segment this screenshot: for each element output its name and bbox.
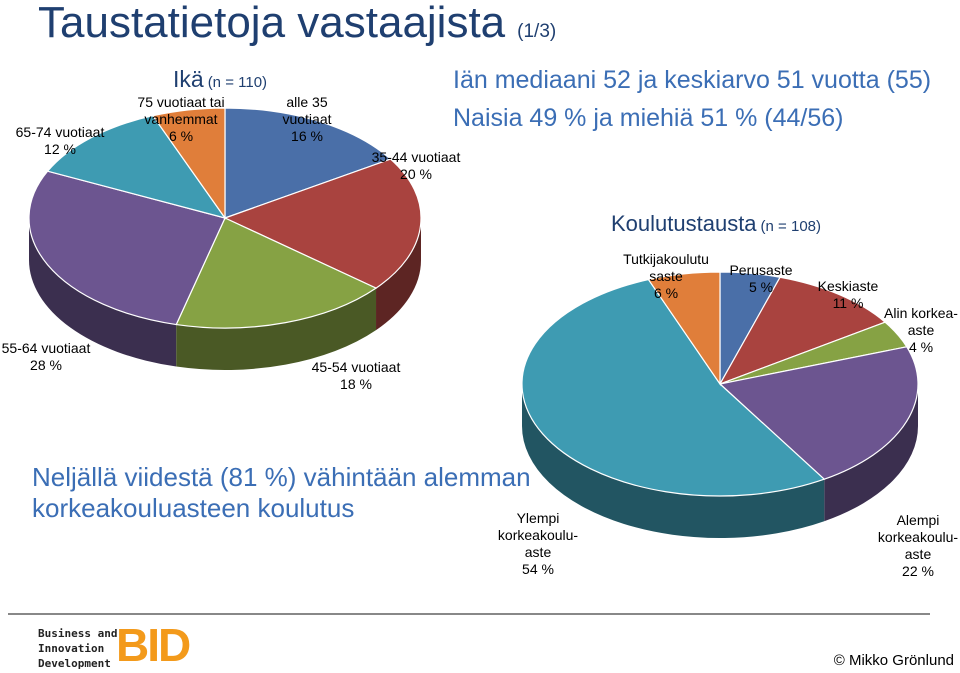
edu-label-ylempi-line2: korkeakoulu- bbox=[497, 527, 579, 543]
edu-label-alempi-line3: aste bbox=[904, 546, 932, 562]
copyright: © Mikko Grönlund bbox=[833, 652, 954, 669]
median-text: Iän mediaani 52 ja keskiarvo 51 vuotta (… bbox=[453, 66, 932, 94]
education-chart-n: (n = 108) bbox=[760, 218, 822, 235]
age-chart-title-text: Ikä bbox=[173, 66, 204, 92]
edu-label-alempi-line1: Alempi bbox=[896, 512, 940, 528]
edu-slice-4 bbox=[521, 278, 826, 497]
age-slice-2-side bbox=[176, 288, 377, 370]
edu-label-alempi-line2: korkeakoulu- bbox=[877, 529, 959, 545]
edu-label-perusaste: Perusaste 5 % bbox=[716, 262, 806, 296]
age-slice-1-side bbox=[376, 218, 421, 331]
bid-logo-mark: BID bbox=[116, 619, 191, 671]
age-label-35-44-line1: 35-44 vuotiaat bbox=[371, 149, 461, 165]
age-label-75-plus-line1: 75 vuotiaat tai bbox=[137, 94, 225, 110]
education-chart-title-text: Koulutustausta bbox=[611, 211, 757, 236]
age-label-65-74-value: 12 % bbox=[44, 141, 76, 157]
age-label-45-54-value: 18 % bbox=[340, 376, 372, 392]
age-slice-5 bbox=[151, 107, 226, 220]
age-label-55-64-value: 28 % bbox=[30, 357, 62, 373]
age-label-75-plus-line2: vanhemmat bbox=[144, 111, 218, 127]
age-label-45-54: 45-54 vuotiaat 18 % bbox=[296, 359, 416, 393]
age-pie bbox=[28, 107, 422, 370]
summary-line1: Neljällä viidestä (81 %) vähintään alemm… bbox=[32, 462, 531, 492]
edu-label-perusaste-line1: Perusaste bbox=[729, 262, 793, 278]
edu-label-alin-line2: aste bbox=[907, 322, 935, 338]
age-slice-2 bbox=[175, 217, 378, 329]
edu-label-tutkija: Tutkijakoulutu saste 6 % bbox=[614, 251, 718, 302]
bid-logo-text: Business and Innovation Development bbox=[38, 626, 117, 671]
age-label-45-54-line1: 45-54 vuotiaat bbox=[311, 359, 401, 375]
edu-label-perusaste-value: 5 % bbox=[748, 279, 774, 295]
edu-slice-4-side bbox=[522, 384, 825, 538]
page-title: Taustatietoja vastaajista (1/3) bbox=[38, 0, 556, 48]
page-title-text: Taustatietoja vastaajista bbox=[38, 0, 506, 47]
education-chart-title: Koulutustausta (n = 108) bbox=[611, 211, 821, 237]
edu-slice-3 bbox=[718, 346, 919, 480]
logo-line3: Development bbox=[38, 657, 111, 670]
edu-label-tutkija-value: 6 % bbox=[653, 285, 679, 301]
edu-label-ylempi-line1: Ylempi bbox=[516, 510, 560, 526]
footer-divider bbox=[8, 613, 930, 615]
age-chart-n: (n = 110) bbox=[207, 74, 268, 91]
logo-line1: Business and bbox=[38, 627, 118, 640]
age-label-35-44: 35-44 vuotiaat 20 % bbox=[356, 149, 476, 183]
education-pie bbox=[521, 271, 919, 538]
edu-label-tutkija-line1: Tutkijakoulutu bbox=[623, 251, 709, 267]
edu-label-ylempi-line3: aste bbox=[524, 544, 552, 560]
age-slice-1 bbox=[223, 158, 422, 289]
edu-label-keskiaste-value: 11 % bbox=[832, 295, 864, 311]
age-label-35-44-value: 20 % bbox=[400, 166, 432, 182]
edu-label-keskiaste-line1: Keskiaste bbox=[817, 278, 879, 294]
edu-label-ylempi: Ylempi korkeakoulu- aste 54 % bbox=[486, 510, 590, 578]
edu-label-tutkija-line2: saste bbox=[649, 268, 683, 284]
edu-label-ylempi-value: 54 % bbox=[522, 561, 554, 577]
edu-label-alin-line1: Alin korkea- bbox=[884, 305, 958, 321]
age-label-75-plus-value: 6 % bbox=[168, 128, 194, 144]
age-label-65-74: 65-74 vuotiaat 12 % bbox=[5, 124, 115, 158]
age-label-under-35-line1: alle 35 bbox=[286, 94, 328, 110]
edu-label-alin-korkea-aste: Alin korkea- aste 4 % bbox=[876, 305, 960, 356]
age-label-75-plus: 75 vuotiaat tai vanhemmat 6 % bbox=[121, 94, 241, 145]
age-label-under-35-line2: vuotiaat bbox=[282, 111, 332, 127]
edu-slice-1 bbox=[718, 276, 887, 386]
age-slice-3 bbox=[28, 170, 226, 326]
age-label-55-64-line1: 55-64 vuotiaat bbox=[1, 340, 91, 356]
age-label-under-35: alle 35 vuotiaat 16 % bbox=[262, 94, 352, 145]
summary-line2: korkeakouluasteen koulutus bbox=[32, 493, 355, 523]
age-slice-3-side bbox=[29, 218, 177, 367]
page-title-suffix: (1/3) bbox=[517, 21, 557, 42]
age-chart-title: Ikä (n = 110) bbox=[173, 66, 267, 93]
age-slice-4 bbox=[46, 115, 227, 220]
age-slice-0 bbox=[224, 107, 392, 219]
age-label-under-35-value: 16 % bbox=[291, 128, 323, 144]
edu-label-alempi: Alempi korkeakoulu- aste 22 % bbox=[866, 512, 960, 580]
edu-slice-5 bbox=[647, 271, 721, 386]
age-label-65-74-line1: 65-74 vuotiaat bbox=[15, 124, 105, 140]
summary-text: Neljällä viidestä (81 %) vähintään alemm… bbox=[32, 462, 531, 524]
edu-slice-3-side bbox=[824, 384, 918, 522]
gender-text: Naisia 49 % ja miehiä 51 % (44/56) bbox=[453, 104, 844, 132]
edu-label-alin-value: 4 % bbox=[908, 339, 934, 355]
edu-label-alempi-value: 22 % bbox=[902, 563, 934, 579]
edu-label-keskiaste: Keskiaste 11 % bbox=[806, 278, 890, 312]
logo-line2: Innovation bbox=[38, 642, 105, 655]
age-label-55-64: 55-64 vuotiaat 28 % bbox=[0, 340, 94, 374]
